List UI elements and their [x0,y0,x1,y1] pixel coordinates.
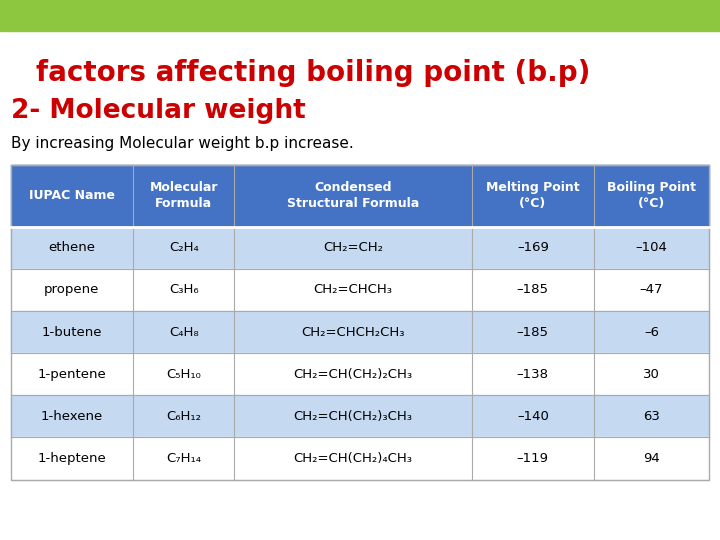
Text: CH₂=CH(CH₂)₃CH₃: CH₂=CH(CH₂)₃CH₃ [294,410,413,423]
Text: –47: –47 [640,284,663,296]
Bar [11,395,133,437]
Text: 1-pentene: 1-pentene [37,368,107,381]
Text: Melting Point
(°C): Melting Point (°C) [486,181,580,210]
Text: C₅H₁₀: C₅H₁₀ [166,368,201,381]
Text: CH₂=CHCH₃: CH₂=CHCH₃ [313,284,392,296]
Text: Molecular
Formula: Molecular Formula [150,181,218,210]
Text: C₇H₁₄: C₇H₁₄ [166,452,201,465]
Bar [472,269,594,311]
Text: 2- Molecular weight: 2- Molecular weight [11,98,305,124]
Text: –185: –185 [517,326,549,339]
Bar [11,227,133,269]
Bar [594,395,709,437]
Bar [472,227,594,269]
Text: propene: propene [44,284,99,296]
Text: –138: –138 [517,368,549,381]
Bar [234,165,472,227]
Text: Condensed
Structural Formula: Condensed Structural Formula [287,181,419,210]
Text: ethene: ethene [48,241,96,254]
Bar [594,165,709,227]
Bar [133,311,234,353]
Bar [133,437,234,480]
Bar [11,311,133,353]
Bar [594,311,709,353]
Bar [472,165,594,227]
Bar [133,269,234,311]
Text: 1-hexene: 1-hexene [41,410,103,423]
Bar [11,269,133,311]
Bar [234,311,472,353]
Text: By increasing Molecular weight b.p increase.: By increasing Molecular weight b.p incre… [11,136,354,151]
Bar [234,395,472,437]
Text: –104: –104 [636,241,667,254]
Bar [234,269,472,311]
Bar [472,353,594,395]
Text: 94: 94 [643,452,660,465]
Bar [11,437,133,480]
Bar [234,353,472,395]
Text: –185: –185 [517,284,549,296]
Text: CH₂=CH(CH₂)₄CH₃: CH₂=CH(CH₂)₄CH₃ [294,452,413,465]
Bar [234,437,472,480]
Bar [133,165,234,227]
Bar [0,0,720,31]
Bar [594,227,709,269]
Bar [594,269,709,311]
Text: CH₂=CHCH₂CH₃: CH₂=CHCH₂CH₃ [301,326,405,339]
Text: C₄H₈: C₄H₈ [168,326,199,339]
Text: Boiling Point
(°C): Boiling Point (°C) [607,181,696,210]
Bar [472,395,594,437]
Bar [234,227,472,269]
Bar [133,227,234,269]
Text: –140: –140 [517,410,549,423]
Bar [472,437,594,480]
Bar [594,437,709,480]
Text: IUPAC Name: IUPAC Name [29,189,115,202]
Text: 30: 30 [643,368,660,381]
Text: C₃H₆: C₃H₆ [169,284,199,296]
Text: 1-heptene: 1-heptene [37,452,107,465]
Text: CH₂=CH₂: CH₂=CH₂ [323,241,383,254]
Text: factors affecting boiling point (b.p): factors affecting boiling point (b.p) [36,59,590,87]
Bar [133,395,234,437]
Text: C₂H₄: C₂H₄ [168,241,199,254]
Bar [11,353,133,395]
Bar [133,353,234,395]
Text: –169: –169 [517,241,549,254]
Bar [11,165,133,227]
Bar [594,353,709,395]
Bar [472,311,594,353]
Text: –6: –6 [644,326,659,339]
Text: 1-butene: 1-butene [42,326,102,339]
Bar [11,165,709,480]
Text: CH₂=CH(CH₂)₂CH₃: CH₂=CH(CH₂)₂CH₃ [294,368,413,381]
Text: –119: –119 [517,452,549,465]
Text: C₆H₁₂: C₆H₁₂ [166,410,201,423]
Text: 63: 63 [643,410,660,423]
